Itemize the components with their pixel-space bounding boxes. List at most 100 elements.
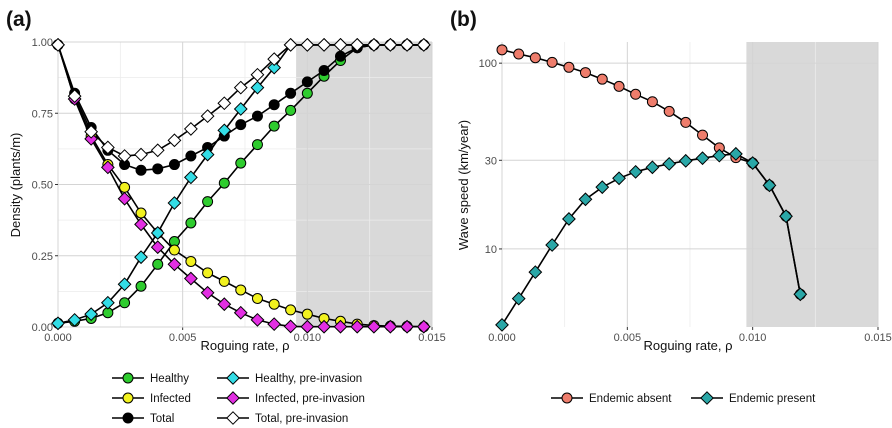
- panel-a-y-tick-label: 0.00: [32, 322, 53, 334]
- panel-b-data-point: [695, 151, 710, 166]
- panel-b-x-tick-label: 0.005: [614, 332, 642, 344]
- panel-a-data-point: [218, 177, 230, 189]
- panel-a-data-point: [168, 244, 180, 256]
- panel-a-series-group: [51, 37, 431, 334]
- panel-b-data-point: [613, 80, 625, 92]
- panel-a-data-point: [168, 159, 180, 171]
- panel-a-data-point: [200, 109, 215, 124]
- panel-b-data-point: [645, 160, 660, 175]
- panel-b-data-point: [630, 88, 642, 100]
- panel-a-data-point: [250, 67, 265, 82]
- panel-a-data-point: [250, 312, 265, 327]
- legend-a-item-key-marker: [226, 411, 240, 425]
- legend-a-item-key-marker: [226, 371, 240, 385]
- panel-b-data-point: [697, 129, 709, 141]
- panel-a-data-point: [366, 37, 381, 52]
- panel-b-series-group: [495, 44, 808, 332]
- panel-b-data-point: [762, 178, 777, 193]
- panel-a-data-point: [183, 170, 198, 185]
- panel-a-label: (a): [6, 8, 32, 31]
- panel-a-data-point: [152, 258, 164, 270]
- panel-a-data-point: [183, 271, 198, 286]
- panel-a-data-point: [318, 65, 330, 76]
- legend-a-item-label: Total, pre-invasion: [255, 413, 348, 425]
- panel-a-data-point: [301, 308, 313, 320]
- panel-a-data-point: [117, 277, 132, 292]
- panel-a-data-point: [251, 110, 263, 122]
- panel-a-data-point: [202, 196, 214, 208]
- panel-a-data-point: [317, 319, 331, 334]
- panel-b-data-point: [678, 153, 693, 168]
- panel-a-data-point: [251, 293, 263, 304]
- panel-a-data-point: [366, 319, 381, 334]
- panel-b-data-point: [595, 180, 610, 195]
- panel-b-data-point: [680, 116, 692, 128]
- legend-b-item-key-marker: [700, 391, 714, 405]
- panel-a-data-point: [167, 133, 182, 148]
- legend-a-item-label: Infected, pre-invasion: [255, 393, 365, 405]
- panel-a-data-point: [268, 99, 280, 111]
- panel-a-data-point: [183, 122, 198, 136]
- legend-a-item-label: Total: [150, 413, 174, 425]
- panel-a-data-point: [167, 257, 182, 272]
- legend-a-item-key-marker: [122, 372, 134, 384]
- panel-a-data-point: [285, 87, 297, 99]
- panel-a-data-point: [84, 307, 99, 322]
- panel-b-x-tick-label: 0.000: [488, 332, 516, 344]
- panel-b-data-point: [728, 146, 743, 161]
- panel-a-data-point: [383, 319, 398, 334]
- panel-a-data-point: [235, 284, 247, 296]
- panel-a-data-point: [333, 319, 348, 334]
- panel-b-data-point: [745, 156, 760, 170]
- panel-a-data-point: [150, 240, 165, 255]
- panel-a-x-tick-label: 0.000: [44, 332, 72, 344]
- panel-b-data-point: [562, 212, 576, 226]
- panel-b-data-point: [529, 52, 541, 64]
- panel-a-data-point: [150, 143, 165, 158]
- panel-a-data-point: [235, 119, 247, 131]
- panel-a-data-point: [400, 37, 414, 52]
- panel-a-data-point: [100, 160, 115, 175]
- panel-b-data-point: [612, 171, 626, 186]
- legend-a-item-label: Healthy, pre-invasion: [255, 373, 362, 385]
- panel-a-data-point: [185, 217, 197, 229]
- panel-b-data-point: [779, 209, 793, 224]
- panel-a-data-point: [217, 297, 232, 312]
- panel-b-x-tick-label: 0.010: [739, 332, 767, 344]
- panel-b-data-point: [513, 48, 525, 60]
- panel-a-data-point: [334, 50, 346, 62]
- panel-a-data-point: [268, 298, 280, 310]
- panel-a-data-point: [135, 164, 147, 176]
- panel-a-data-point: [285, 304, 297, 316]
- panel-a-data-point: [267, 60, 282, 75]
- panel-a-data-point: [51, 37, 65, 52]
- panel-b-label: (b): [450, 8, 477, 31]
- panel-a-data-point: [135, 280, 147, 292]
- legend-a-item-key-marker: [226, 391, 240, 405]
- panel-a-data-point: [134, 217, 148, 232]
- panel-a-data-point: [267, 317, 282, 332]
- panel-a-data-point: [200, 285, 215, 300]
- panel-b-data-point: [496, 44, 508, 56]
- panel-b-data-point: [628, 164, 643, 179]
- panel-b-ylabel: Wave speed (km/year): [456, 120, 471, 250]
- panel-a-data-point: [200, 147, 215, 162]
- panel-b-data-point: [545, 238, 560, 252]
- legend-a-item-label: Infected: [150, 393, 191, 405]
- panel-a-x-tick-label: 0.010: [294, 332, 322, 344]
- panel-a-data-point: [117, 191, 132, 206]
- legend-a-item-key-marker: [122, 392, 134, 404]
- panel-b-y-tick-label: 30: [485, 155, 497, 167]
- panel-a-data-point: [317, 37, 331, 52]
- panel-a-data-point: [185, 150, 197, 162]
- panel-a-y-tick-label: 0.50: [32, 180, 53, 192]
- panel-b-data-point: [546, 56, 558, 68]
- panel-a-data-point: [84, 124, 99, 139]
- panel-b-y-tick-label: 10: [485, 244, 497, 256]
- legend-a-item-label: Healthy: [150, 373, 189, 385]
- panel-b-data-point: [579, 67, 591, 79]
- panel-b-data-point: [596, 73, 608, 85]
- panel-a-data-point: [283, 319, 298, 334]
- panel-b-data-point: [712, 148, 727, 163]
- panel-a-data-point: [134, 250, 148, 265]
